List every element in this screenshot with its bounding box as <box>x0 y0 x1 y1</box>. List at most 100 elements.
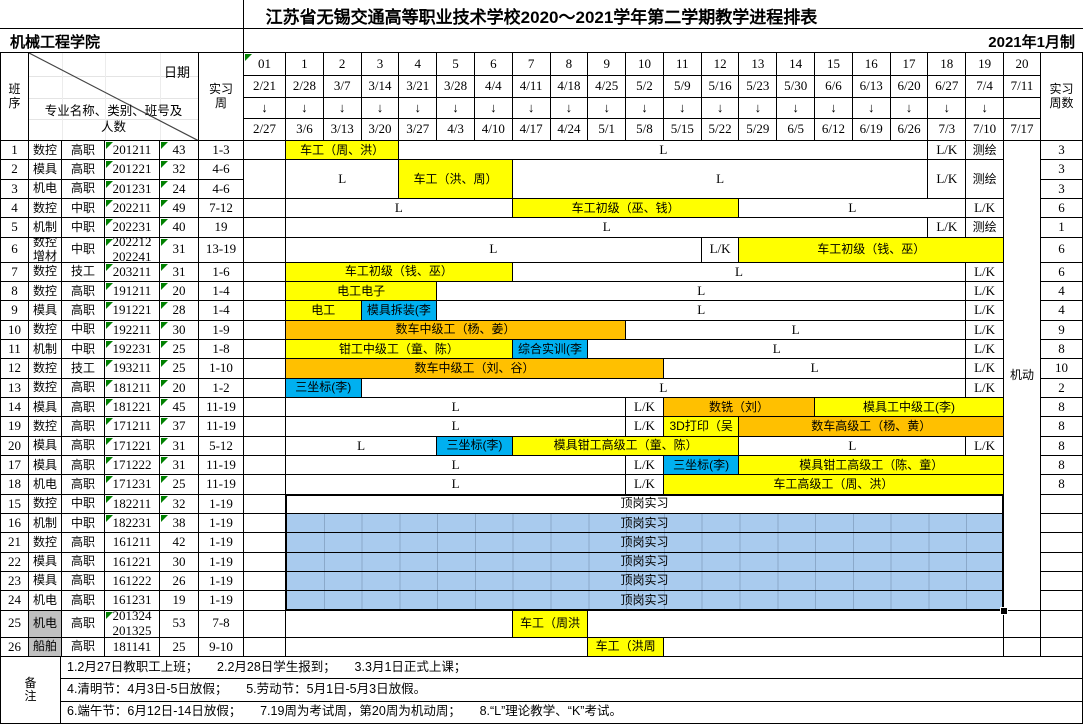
category-cell[interactable]: 中职 <box>61 236 105 263</box>
week-arrow-cell[interactable]: ↓ <box>322 97 362 119</box>
practice-weeks-cell[interactable]: 1-3 <box>198 140 244 161</box>
schedule-segment[interactable]: L <box>285 236 702 263</box>
schedule-segment[interactable]: 测绘 <box>965 159 1004 199</box>
week-number-cell[interactable]: 01 <box>243 52 286 76</box>
practice-weeks-cell[interactable]: 11-19 <box>198 396 244 418</box>
practice-week-count-cell[interactable] <box>1040 636 1083 657</box>
category-cell[interactable]: 高职 <box>61 636 105 657</box>
seq-cell[interactable]: 23 <box>0 570 29 592</box>
student-count-cell[interactable]: 42 <box>159 532 199 553</box>
student-count-cell[interactable]: 37 <box>159 416 199 437</box>
practice-week-count-cell[interactable]: 8 <box>1040 454 1083 476</box>
schedule-segment[interactable]: 模具拆装(李 <box>360 300 438 321</box>
category-cell[interactable]: 高职 <box>61 454 105 476</box>
schedule-segment[interactable]: 三坐标(李) <box>285 377 362 398</box>
category-cell[interactable]: 中职 <box>61 319 105 340</box>
seq-cell[interactable]: 3 <box>0 178 29 199</box>
week-start-date-cell[interactable]: 3/28 <box>436 75 475 98</box>
week-number-cell[interactable]: 5 <box>436 52 475 76</box>
schedule-segment[interactable]: L/K <box>965 338 1004 360</box>
week-end-date-cell[interactable]: 4/24 <box>549 118 589 141</box>
week0-cell[interactable] <box>243 493 286 514</box>
week-end-date-cell[interactable]: 7/17 <box>1003 118 1041 141</box>
schedule-segment[interactable]: 三坐标(李) <box>662 454 740 476</box>
week-end-date-cell[interactable]: 6/19 <box>851 118 891 141</box>
week0-cell[interactable] <box>243 140 286 161</box>
practice-week-count-cell[interactable]: 9 <box>1040 319 1083 340</box>
practice-weeks-cell[interactable]: 1-9 <box>198 319 244 340</box>
class-number-cell[interactable]: 201211 <box>104 140 160 161</box>
category-cell[interactable]: 高职 <box>61 140 105 161</box>
week-arrow-cell[interactable]: ↓ <box>814 97 853 119</box>
student-count-cell[interactable]: 32 <box>159 159 199 180</box>
major-cell[interactable]: 数控 <box>28 358 62 379</box>
major-cell[interactable]: 数控 <box>28 140 62 161</box>
schedule-segment[interactable]: 顶岗实习 <box>285 570 1004 592</box>
practice-weeks-cell[interactable]: 1-19 <box>198 512 244 534</box>
practice-week-count-cell[interactable] <box>1040 609 1083 638</box>
major-cell[interactable]: 模具 <box>28 396 62 418</box>
practice-weeks-cell[interactable]: 7-12 <box>198 197 244 219</box>
major-cell[interactable]: 机电 <box>28 474 62 495</box>
week-number-cell[interactable]: 7 <box>511 52 551 76</box>
seq-cell[interactable]: 12 <box>0 358 29 379</box>
student-count-cell[interactable]: 31 <box>159 454 199 476</box>
seq-cell[interactable]: 7 <box>0 261 29 282</box>
week-end-date-cell[interactable]: 5/8 <box>625 118 664 141</box>
week-start-date-cell[interactable]: 5/9 <box>662 75 702 98</box>
week-number-cell[interactable]: 16 <box>851 52 891 76</box>
seq-cell[interactable]: 17 <box>0 454 29 476</box>
student-count-cell[interactable]: 49 <box>159 197 199 219</box>
schedule-segment[interactable] <box>587 609 1004 638</box>
practice-weeks-cell[interactable]: 4-6 <box>198 178 244 199</box>
class-number-cell[interactable]: 202211 <box>104 197 160 219</box>
week-start-date-cell[interactable]: 5/2 <box>625 75 664 98</box>
class-number-cell[interactable]: 161231 <box>104 590 160 611</box>
week0-cell[interactable] <box>243 338 286 360</box>
student-count-cell[interactable]: 31 <box>159 261 199 282</box>
week-arrow-cell[interactable]: ↓ <box>776 97 816 119</box>
seq-cell[interactable]: 21 <box>0 532 29 553</box>
week0-cell[interactable] <box>243 532 286 553</box>
schedule-segment[interactable]: L <box>738 197 967 219</box>
week-number-cell[interactable]: 18 <box>927 52 967 76</box>
class-number-cell[interactable]: 181221 <box>104 396 160 418</box>
practice-week-count-cell[interactable] <box>1040 590 1083 611</box>
practice-weeks-cell[interactable]: 9-10 <box>198 636 244 657</box>
week-number-cell[interactable]: 3 <box>360 52 400 76</box>
major-cell[interactable]: 数控 <box>28 319 62 340</box>
practice-weeks-cell[interactable]: 1-4 <box>198 280 244 302</box>
category-cell[interactable]: 高职 <box>61 551 105 572</box>
category-cell[interactable]: 高职 <box>61 570 105 592</box>
practice-weeks-cell[interactable]: 11-19 <box>198 454 244 476</box>
schedule-segment[interactable]: 综合实训(李 <box>511 338 589 360</box>
schedule-segment[interactable]: L/K <box>965 377 1004 398</box>
student-count-cell[interactable]: 20 <box>159 280 199 302</box>
student-count-cell[interactable]: 19 <box>159 590 199 611</box>
student-count-cell[interactable]: 53 <box>159 609 199 638</box>
week-start-date-cell[interactable]: 3/14 <box>360 75 400 98</box>
practice-week-count-cell[interactable] <box>1040 493 1083 514</box>
seq-cell[interactable]: 14 <box>0 396 29 418</box>
week0-cell[interactable] <box>243 590 286 611</box>
schedule-segment[interactable]: 测绘 <box>965 217 1004 238</box>
schedule-segment[interactable]: L <box>285 416 627 437</box>
schedule-segment[interactable]: L/K <box>625 416 664 437</box>
major-cell[interactable]: 数控 <box>28 377 62 398</box>
student-count-cell[interactable]: 30 <box>159 551 199 572</box>
week-end-date-cell[interactable]: 5/29 <box>738 118 778 141</box>
week0-cell[interactable] <box>243 474 286 495</box>
week-start-date-cell[interactable]: 3/7 <box>322 75 362 98</box>
flexible-week-cell[interactable]: 机动 <box>1003 140 1041 611</box>
practice-week-count-cell[interactable]: 8 <box>1040 396 1083 418</box>
schedule-segment[interactable]: L <box>285 474 627 495</box>
week-number-cell[interactable]: 20 <box>1003 52 1041 76</box>
week-arrow-cell[interactable]: ↓ <box>700 97 740 119</box>
schedule-segment[interactable]: L/K <box>965 435 1004 456</box>
student-count-cell[interactable]: 30 <box>159 319 199 340</box>
schedule-segment[interactable]: L <box>285 217 929 238</box>
practice-weeks-cell[interactable]: 13-19 <box>198 236 244 263</box>
student-count-cell[interactable]: 43 <box>159 140 199 161</box>
major-cell[interactable]: 数控 增材 <box>28 236 62 263</box>
schedule-segment[interactable]: 模具钳工高级工（童、陈） <box>511 435 740 456</box>
